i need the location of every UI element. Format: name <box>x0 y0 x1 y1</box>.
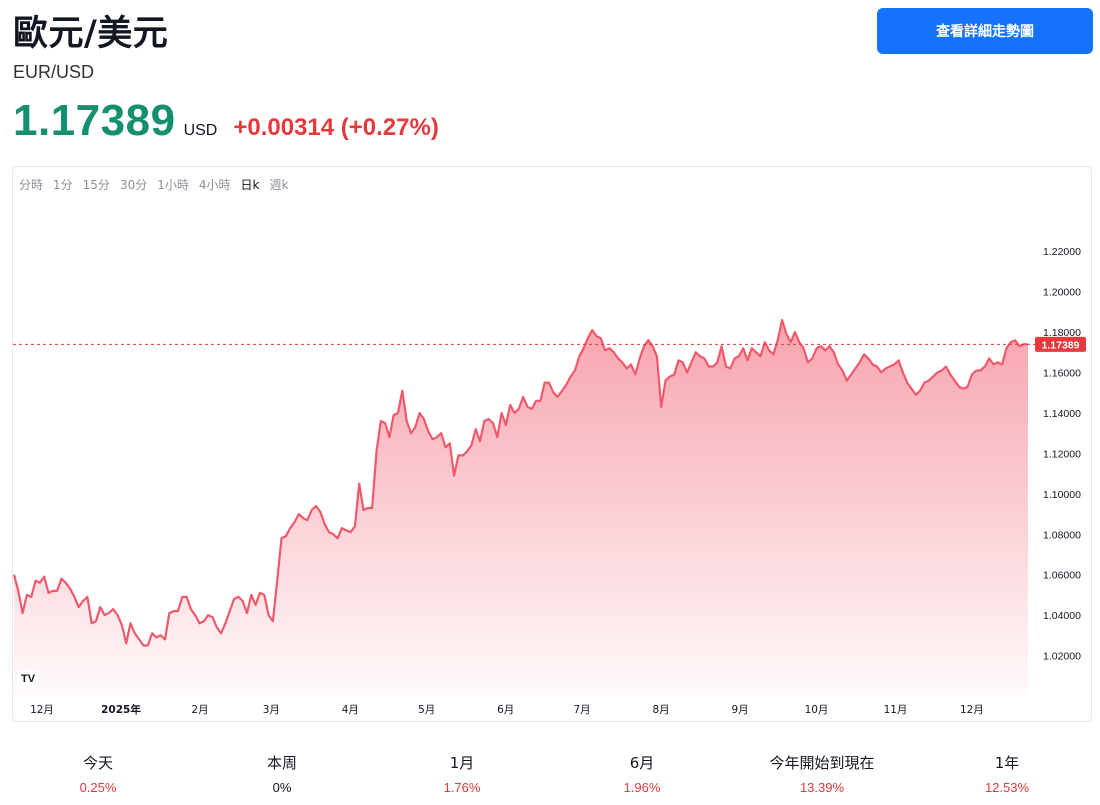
x-tick-label: 3月 <box>263 704 280 716</box>
view-detailed-chart-button[interactable]: 查看詳細走勢圖 <box>877 8 1093 54</box>
performance-stats: 今天 0.25% 本周 0% 1月 1.76% 6月 1.96% 今年開始到現在… <box>0 752 1100 802</box>
tab-interval-4h[interactable]: 4小時 <box>198 178 231 192</box>
y-tick-label: 1.22000 <box>1043 246 1081 258</box>
x-tick-label: 10月 <box>805 704 829 716</box>
interval-tabs: 分時 1分 15分 30分 1小時 4小時 日k 週k <box>19 176 298 193</box>
y-tick-label: 1.18000 <box>1043 327 1081 339</box>
x-tick-label: 6月 <box>497 704 514 716</box>
stat-this-week: 本周 0% <box>207 752 357 795</box>
x-tick-label: 12月 <box>960 704 984 716</box>
y-tick-label: 1.10000 <box>1043 489 1081 501</box>
stat-value: 0% <box>272 780 292 795</box>
last-price: 1.17389 <box>13 96 176 145</box>
stat-label: 6月 <box>629 754 655 772</box>
tab-interval-15m[interactable]: 15分 <box>82 178 110 192</box>
price-change: +0.00314 (+0.27%) <box>233 114 439 141</box>
x-tick-label: 11月 <box>884 704 908 716</box>
stat-value: 13.39% <box>799 780 845 795</box>
stat-1-month: 1月 1.76% <box>387 752 537 795</box>
stat-6-month: 6月 1.96% <box>567 752 717 795</box>
currency-label: USD <box>183 122 218 139</box>
stat-value: 0.25% <box>79 780 117 795</box>
stat-value: 1.76% <box>443 780 481 795</box>
tradingview-logo-icon: TV <box>17 670 39 688</box>
tab-interval-intraday[interactable]: 分時 <box>19 178 44 192</box>
y-tick-label: 1.16000 <box>1043 368 1081 380</box>
y-tick-label: 1.20000 <box>1043 287 1081 299</box>
stat-label: 1月 <box>449 754 475 772</box>
stat-label: 今天 <box>82 754 113 772</box>
x-tick-label: 8月 <box>653 704 670 716</box>
price-series-line <box>13 318 1029 647</box>
price-chart[interactable]: 1.22000 1.20000 1.18000 1.16000 1.14000 1.120… <box>13 167 1091 721</box>
stat-value: 12.53% <box>984 780 1030 795</box>
y-tick-label: 1.04000 <box>1043 610 1081 622</box>
stat-today: 今天 0.25% <box>23 752 173 795</box>
quote-row: 1.17389 USD +0.00314 (+0.27%) <box>13 96 439 156</box>
price-area-fill <box>14 320 1028 696</box>
stat-value: 1.96% <box>623 780 661 795</box>
stat-label: 1年 <box>994 754 1020 772</box>
y-tick-label: 1.08000 <box>1043 529 1081 541</box>
stat-1-year: 1年 12.53% <box>932 752 1082 795</box>
y-tick-label: 1.12000 <box>1043 448 1081 460</box>
last-price-tag <box>1035 336 1086 352</box>
stat-label: 本周 <box>266 754 297 772</box>
tab-interval-1h[interactable]: 1小時 <box>157 178 189 192</box>
x-tick-label: 2月 <box>191 704 208 716</box>
chart-panel: 分時 1分 15分 30分 1小時 4小時 日k 週k 1.22000 1.200… <box>12 166 1092 722</box>
y-tick-label: 1.06000 <box>1043 570 1081 582</box>
tab-interval-daily[interactable]: 日k <box>240 178 260 192</box>
stat-ytd: 今年開始到現在 13.39% <box>747 752 897 795</box>
x-tick-label: 2025年 <box>101 703 141 716</box>
x-tick-label: 12月 <box>30 704 54 716</box>
stat-label: 今年開始到現在 <box>769 754 875 772</box>
x-tick-label: 9月 <box>732 704 749 716</box>
tab-interval-30m[interactable]: 30分 <box>119 178 148 192</box>
y-tick-label: 1.14000 <box>1043 408 1081 420</box>
y-tick-label: 1.02000 <box>1043 651 1081 663</box>
tab-interval-1m[interactable]: 1分 <box>53 178 73 192</box>
x-tick-label: 4月 <box>342 704 359 716</box>
tab-interval-weekly[interactable]: 週k <box>269 178 289 192</box>
last-price-tag-label: 1.17389 <box>1042 339 1080 351</box>
x-tick-label: 5月 <box>418 704 435 716</box>
page-title: 歐元/美元 <box>13 14 169 54</box>
symbol-label: EUR/USD <box>13 62 95 82</box>
x-tick-label: 7月 <box>574 704 591 716</box>
